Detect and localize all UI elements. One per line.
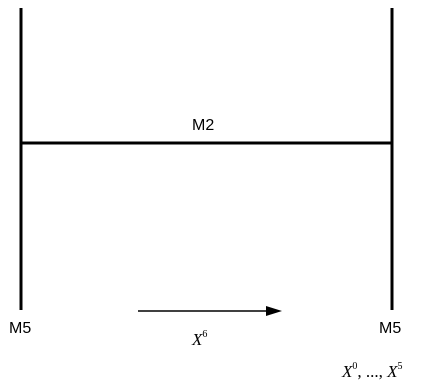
arrow-head-icon [266,306,282,316]
m5-right-label: M5 [379,320,401,337]
ellipsis-separator: , ..., [357,362,387,381]
x6-direction-arrow [138,306,282,316]
x6-symbol: X [191,330,203,349]
m2-label: M2 [192,117,214,134]
x0-symbol: X [341,362,353,381]
x0-exponent: 0 [352,361,357,372]
x5-symbol: X [386,362,398,381]
x0-x5-label: X0, ..., X5 [341,361,403,381]
x6-exponent: 6 [202,329,207,340]
m5-left-label: M5 [9,320,31,337]
x6-label: X6 [191,329,207,349]
x5-exponent: 5 [398,361,403,372]
